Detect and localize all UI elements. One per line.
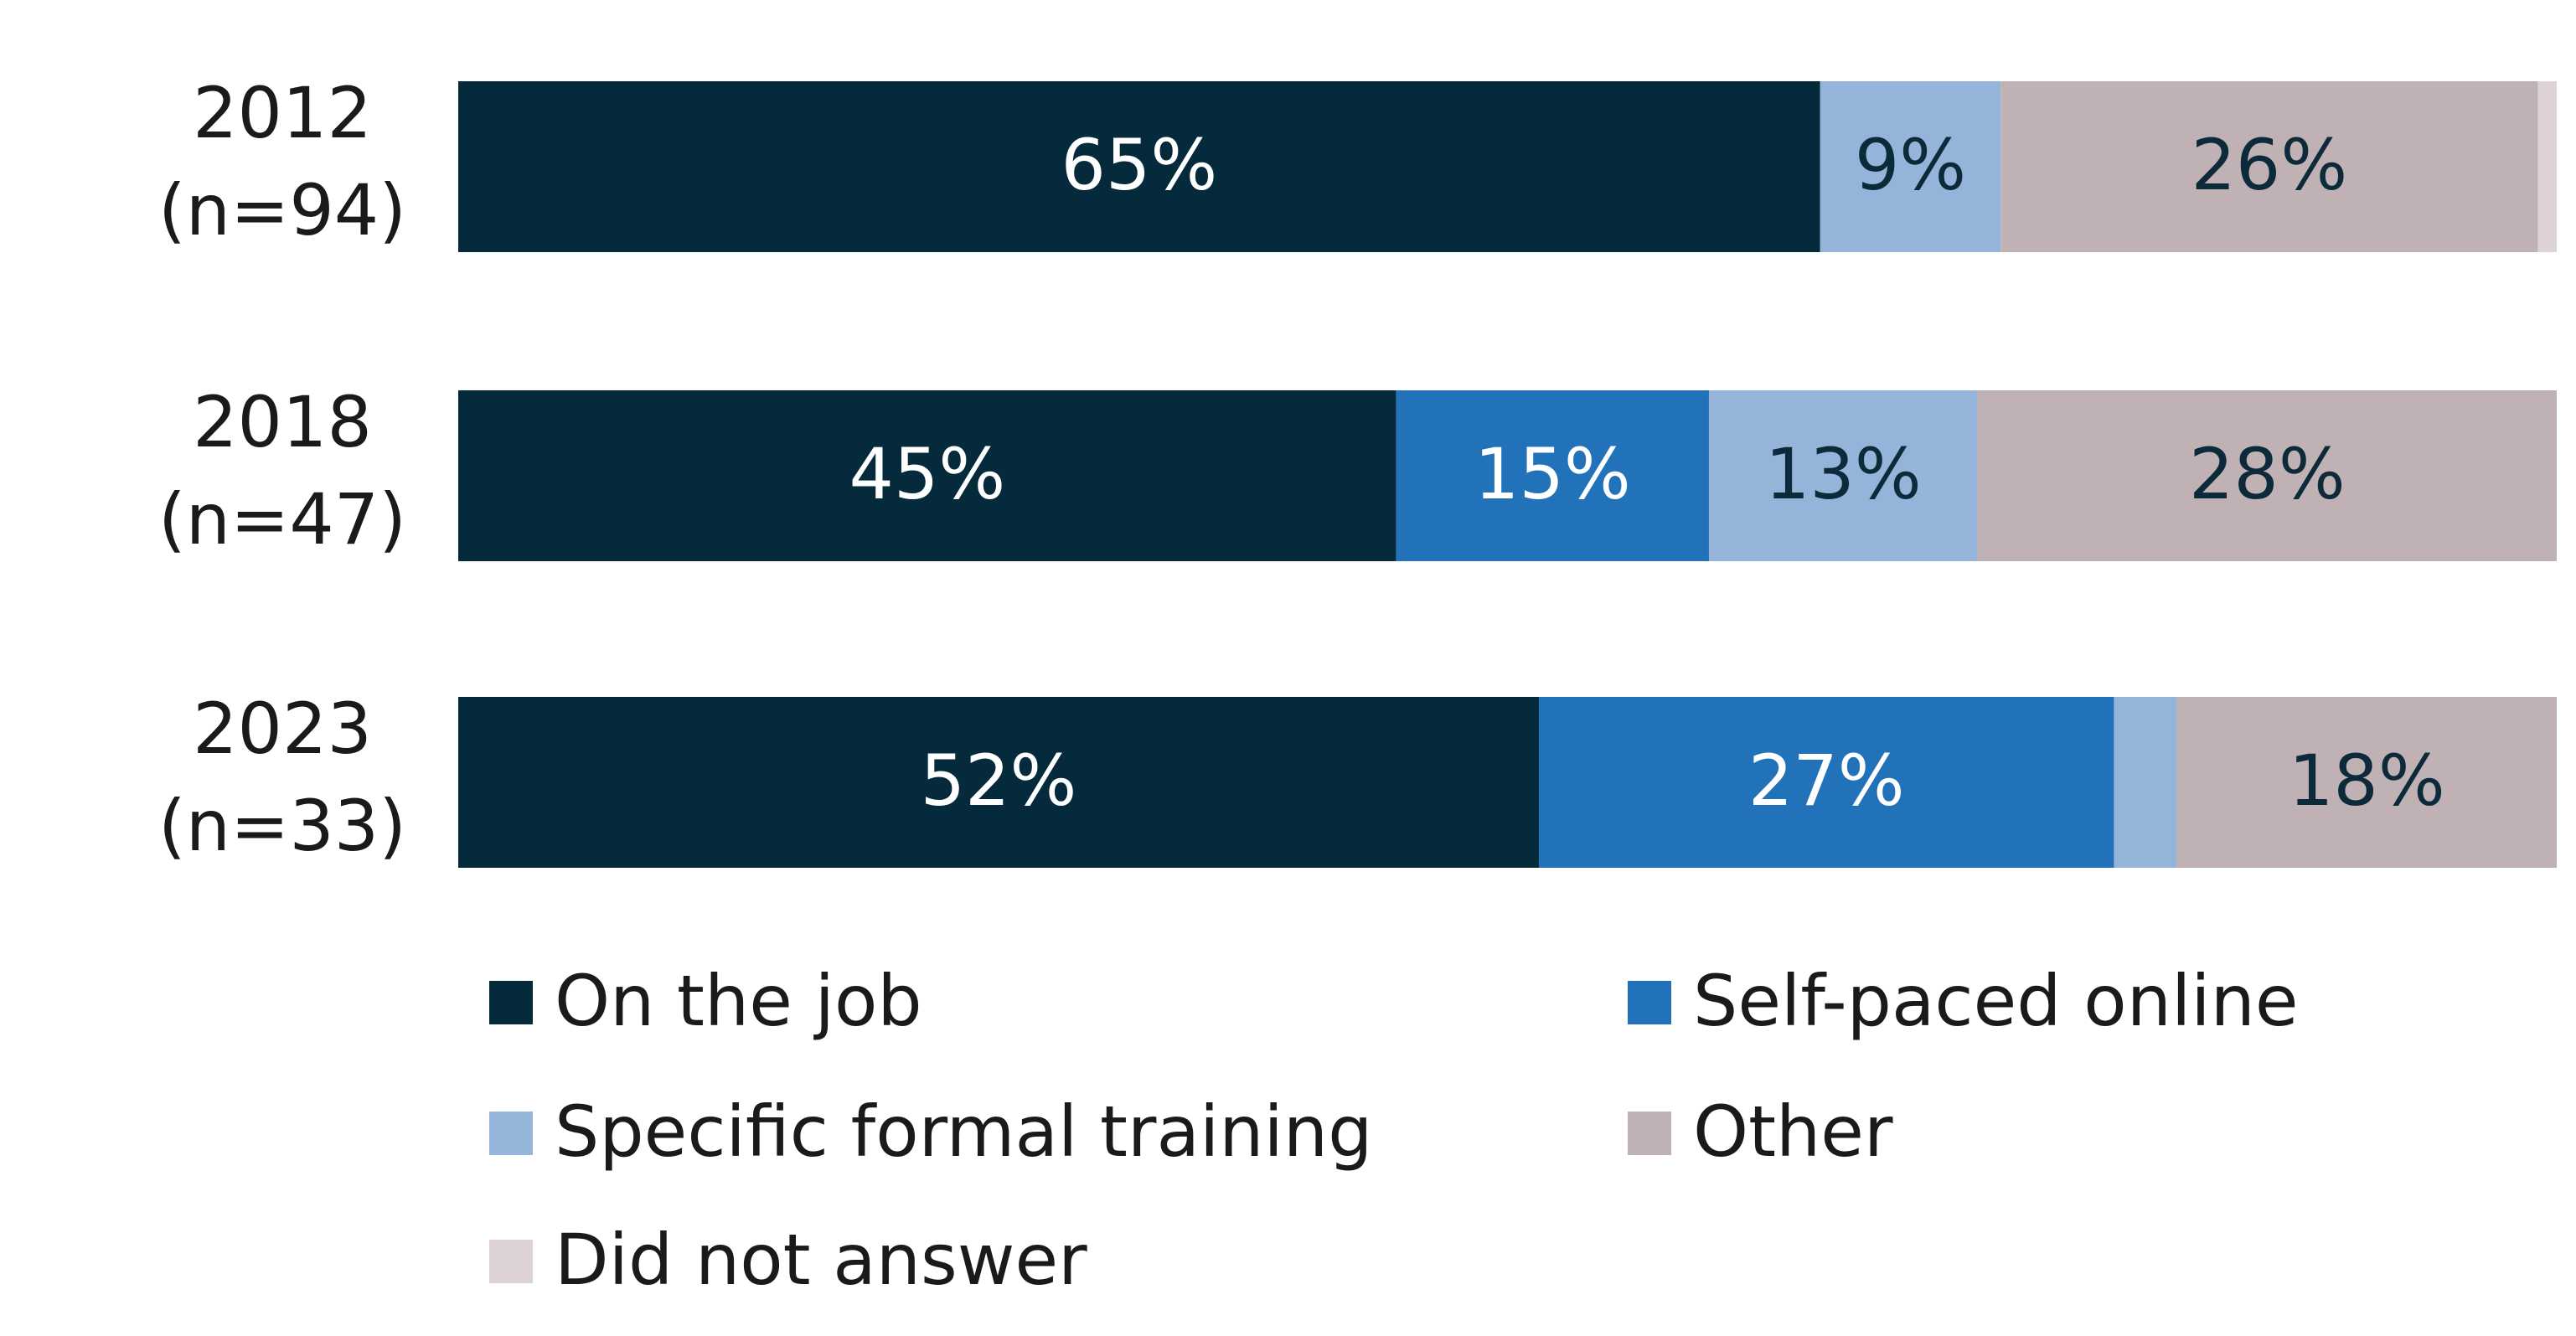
data-label: 52% xyxy=(921,740,1077,822)
bar-segment xyxy=(458,697,1540,868)
data-label: 28% xyxy=(2189,433,2346,515)
legend-swatch xyxy=(489,981,533,1024)
data-label: 18% xyxy=(2289,740,2445,822)
legend-label: Self-paced online xyxy=(1693,960,2299,1042)
legend-swatch xyxy=(1628,1112,1671,1155)
legend-label: Other xyxy=(1693,1091,1893,1173)
legend-swatch xyxy=(489,1112,533,1155)
data-label: 13% xyxy=(1765,433,1922,515)
data-label: 9% xyxy=(1855,124,1966,206)
legend-swatch xyxy=(1628,981,1671,1024)
legend-label: On the job xyxy=(555,960,922,1042)
legend-label: Did not answer xyxy=(555,1219,1087,1301)
bar-segment xyxy=(458,390,1396,561)
legend-swatch xyxy=(489,1240,533,1283)
category-label: 2018 (n=47) xyxy=(158,381,406,560)
bar-segment xyxy=(1977,390,2557,561)
bar-segment xyxy=(1396,390,1709,561)
data-label: 27% xyxy=(1748,740,1905,822)
category-label: 2012 (n=94) xyxy=(158,72,406,251)
legend-label: Specific formal training xyxy=(555,1091,1372,1173)
bar-segment xyxy=(458,81,1820,252)
data-label: 45% xyxy=(849,433,1006,515)
bar-segment xyxy=(1820,81,2001,252)
category-label: 2023 (n=33) xyxy=(158,688,406,867)
bar-segment xyxy=(2114,697,2177,868)
bar-segment xyxy=(1539,697,2114,868)
bar-segment xyxy=(1708,390,1978,561)
data-label: 15% xyxy=(1474,433,1631,515)
bar-segment xyxy=(2176,697,2557,868)
data-label: 65% xyxy=(1061,124,1218,206)
bar-segment xyxy=(2000,81,2538,252)
data-label: 26% xyxy=(2191,124,2347,206)
bar-segment xyxy=(2537,81,2557,252)
